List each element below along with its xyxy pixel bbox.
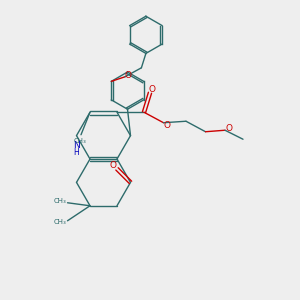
Text: CH₃: CH₃ bbox=[53, 219, 66, 225]
Text: O: O bbox=[164, 121, 171, 130]
Text: N: N bbox=[73, 141, 80, 150]
Text: H: H bbox=[74, 148, 80, 157]
Text: CH₃: CH₃ bbox=[73, 138, 86, 144]
Text: O: O bbox=[110, 161, 117, 170]
Text: O: O bbox=[125, 71, 132, 80]
Text: O: O bbox=[225, 124, 232, 133]
Text: CH₃: CH₃ bbox=[53, 198, 66, 204]
Text: O: O bbox=[149, 85, 156, 94]
